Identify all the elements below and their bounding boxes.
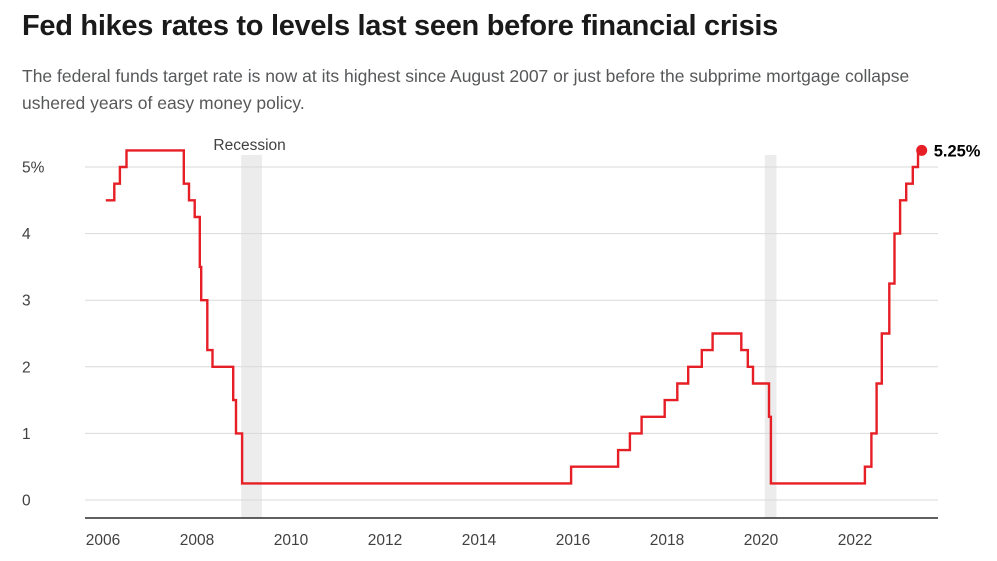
y-tick-label: 4 [22, 226, 31, 243]
y-tick-label: 2 [22, 359, 31, 376]
y-tick-label: 3 [22, 293, 31, 310]
recession-label: Recession [213, 137, 285, 154]
x-tick-label: 2008 [180, 532, 214, 549]
recession-band [241, 155, 262, 518]
end-point-label: 5.25% [934, 142, 981, 160]
x-tick-label: 2014 [462, 532, 497, 549]
x-tick-label: 2010 [274, 532, 309, 549]
y-tick-label: 1 [22, 426, 31, 443]
x-tick-label: 2018 [650, 532, 684, 549]
rate-step-line [105, 149, 922, 485]
y-tick-label: 0 [22, 493, 31, 510]
chart-title: Fed hikes rates to levels last seen befo… [22, 10, 778, 42]
x-tick-label: 2006 [86, 532, 120, 549]
x-tick-label: 2020 [744, 532, 779, 549]
recession-band [764, 155, 777, 518]
x-tick-label: 2012 [368, 532, 402, 549]
y-tick-label: 5% [22, 160, 45, 177]
chart-subtitle: The federal funds target rate is now at … [22, 66, 910, 114]
x-tick-label: 2022 [838, 532, 872, 549]
end-point-dot [916, 144, 928, 156]
x-tick-label: 2016 [556, 532, 590, 549]
